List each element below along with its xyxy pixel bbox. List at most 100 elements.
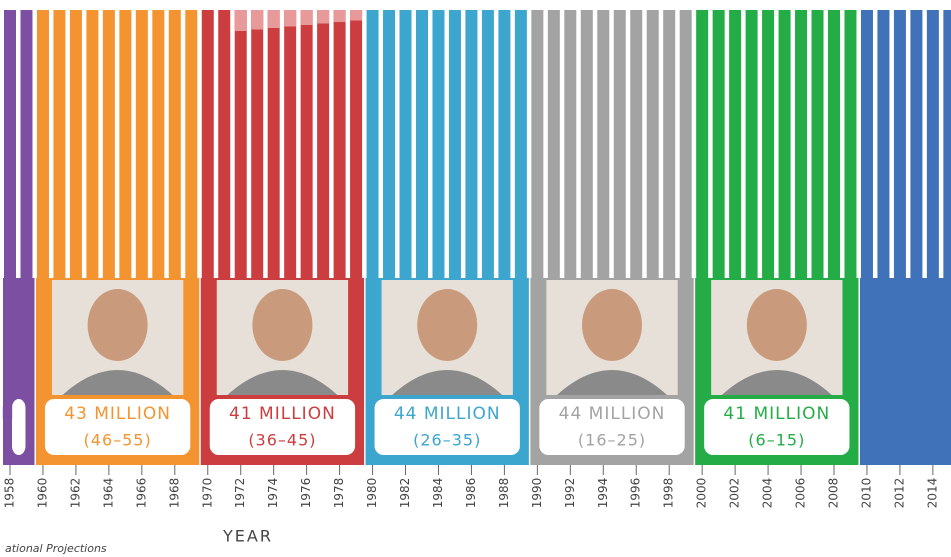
year-bar bbox=[119, 10, 131, 279]
x-tick-label: 2000 bbox=[695, 478, 709, 509]
bar-top bbox=[235, 10, 247, 31]
year-bar bbox=[943, 10, 951, 279]
year-bar bbox=[383, 10, 395, 279]
x-tick-label: 1980 bbox=[365, 478, 379, 509]
x-tick-label: 2008 bbox=[827, 478, 841, 509]
bar-top bbox=[268, 10, 280, 28]
year-bar bbox=[762, 10, 774, 279]
year-bar bbox=[581, 10, 593, 279]
year-bar bbox=[152, 10, 164, 279]
year-bar bbox=[218, 10, 230, 279]
x-tick-label: 1962 bbox=[68, 478, 82, 509]
group-count: 41 MILLION bbox=[229, 404, 336, 424]
photo-head bbox=[747, 289, 807, 361]
year-bar bbox=[268, 10, 280, 279]
year-bar bbox=[416, 10, 428, 279]
x-tick-label: 1966 bbox=[134, 478, 148, 509]
x-tick-label: 1996 bbox=[629, 478, 643, 509]
x-tick-label: 1972 bbox=[233, 478, 247, 509]
x-tick-label: 1986 bbox=[464, 478, 478, 509]
year-bar bbox=[713, 10, 725, 279]
year-bar bbox=[317, 10, 329, 279]
x-tick-label: 1990 bbox=[530, 478, 544, 509]
year-bar bbox=[86, 10, 98, 279]
year-bar bbox=[350, 10, 362, 279]
photo-head bbox=[252, 289, 312, 361]
x-tick-label: 1960 bbox=[35, 478, 49, 509]
year-bar bbox=[564, 10, 576, 279]
year-bar bbox=[894, 10, 906, 279]
year-bar bbox=[663, 10, 675, 279]
year-bar bbox=[334, 10, 346, 279]
year-bar bbox=[531, 10, 543, 279]
x-tick-label: 1964 bbox=[101, 478, 115, 509]
x-tick-label: 2004 bbox=[761, 478, 775, 509]
x-tick-label: 1976 bbox=[299, 478, 313, 509]
year-bar bbox=[630, 10, 642, 279]
year-bar bbox=[4, 10, 16, 279]
x-tick-label: 2014 bbox=[925, 478, 939, 509]
year-bar bbox=[169, 10, 181, 279]
year-bar bbox=[844, 10, 856, 279]
group-ages: (6–15) bbox=[748, 431, 805, 450]
year-bar bbox=[647, 10, 659, 279]
year-bar bbox=[614, 10, 626, 279]
year-bar bbox=[20, 10, 32, 279]
year-bar bbox=[498, 10, 510, 279]
bar-top bbox=[301, 10, 313, 25]
year-bar bbox=[449, 10, 461, 279]
year-bar bbox=[680, 10, 692, 279]
source-note: ational Projections bbox=[5, 542, 107, 555]
group-ages: (46–55) bbox=[84, 431, 152, 450]
x-tick-label: 1958 bbox=[3, 478, 17, 509]
bar-top bbox=[317, 10, 329, 24]
x-tick-label: 1984 bbox=[431, 478, 445, 509]
chart: YEAR ational Projections N43 MILLION(46–… bbox=[0, 0, 951, 557]
year-bar bbox=[927, 10, 939, 279]
year-bar bbox=[828, 10, 840, 279]
year-bar bbox=[812, 10, 824, 279]
x-tick-label: 2012 bbox=[892, 478, 906, 509]
year-bar bbox=[103, 10, 115, 279]
x-tick-label: 2006 bbox=[794, 478, 808, 509]
x-tick-label: 1982 bbox=[398, 478, 412, 509]
year-bar bbox=[251, 10, 263, 279]
year-bar bbox=[465, 10, 477, 279]
x-tick-label: 1974 bbox=[266, 478, 280, 509]
year-bar bbox=[696, 10, 708, 279]
year-bar bbox=[795, 10, 807, 279]
x-tick-label: 1978 bbox=[332, 478, 346, 509]
year-bar bbox=[235, 10, 247, 279]
x-tick-label: 1998 bbox=[662, 478, 676, 509]
bar-top bbox=[251, 10, 263, 30]
year-bar bbox=[400, 10, 412, 279]
group-count: 44 MILLION bbox=[559, 404, 666, 424]
year-bar bbox=[432, 10, 444, 279]
x-tick-label: 2010 bbox=[859, 478, 873, 509]
year-bar bbox=[729, 10, 741, 279]
year-bar bbox=[284, 10, 296, 279]
x-tick-label: 1988 bbox=[497, 478, 511, 509]
bar-top bbox=[284, 10, 296, 27]
group-count: 41 MILLION bbox=[723, 404, 830, 424]
bar-top bbox=[350, 10, 362, 21]
year-bar bbox=[861, 10, 873, 279]
photo-head bbox=[417, 289, 477, 361]
year-bar bbox=[779, 10, 791, 279]
year-bar bbox=[185, 10, 197, 279]
year-bar bbox=[301, 10, 313, 279]
year-bar bbox=[910, 10, 922, 279]
group-ages: (36–45) bbox=[248, 431, 316, 450]
x-tick-label: 2002 bbox=[728, 478, 742, 509]
year-bar bbox=[202, 10, 214, 279]
photo-head bbox=[88, 289, 148, 361]
year-bar bbox=[597, 10, 609, 279]
group-ages: (16–25) bbox=[578, 431, 646, 450]
year-bar bbox=[746, 10, 758, 279]
year-bar bbox=[70, 10, 82, 279]
group-band bbox=[860, 278, 951, 465]
group-count: 43 MILLION bbox=[64, 404, 171, 424]
x-tick-label: 1992 bbox=[563, 478, 577, 509]
group-count: N bbox=[1, 404, 15, 424]
year-bar bbox=[548, 10, 560, 279]
